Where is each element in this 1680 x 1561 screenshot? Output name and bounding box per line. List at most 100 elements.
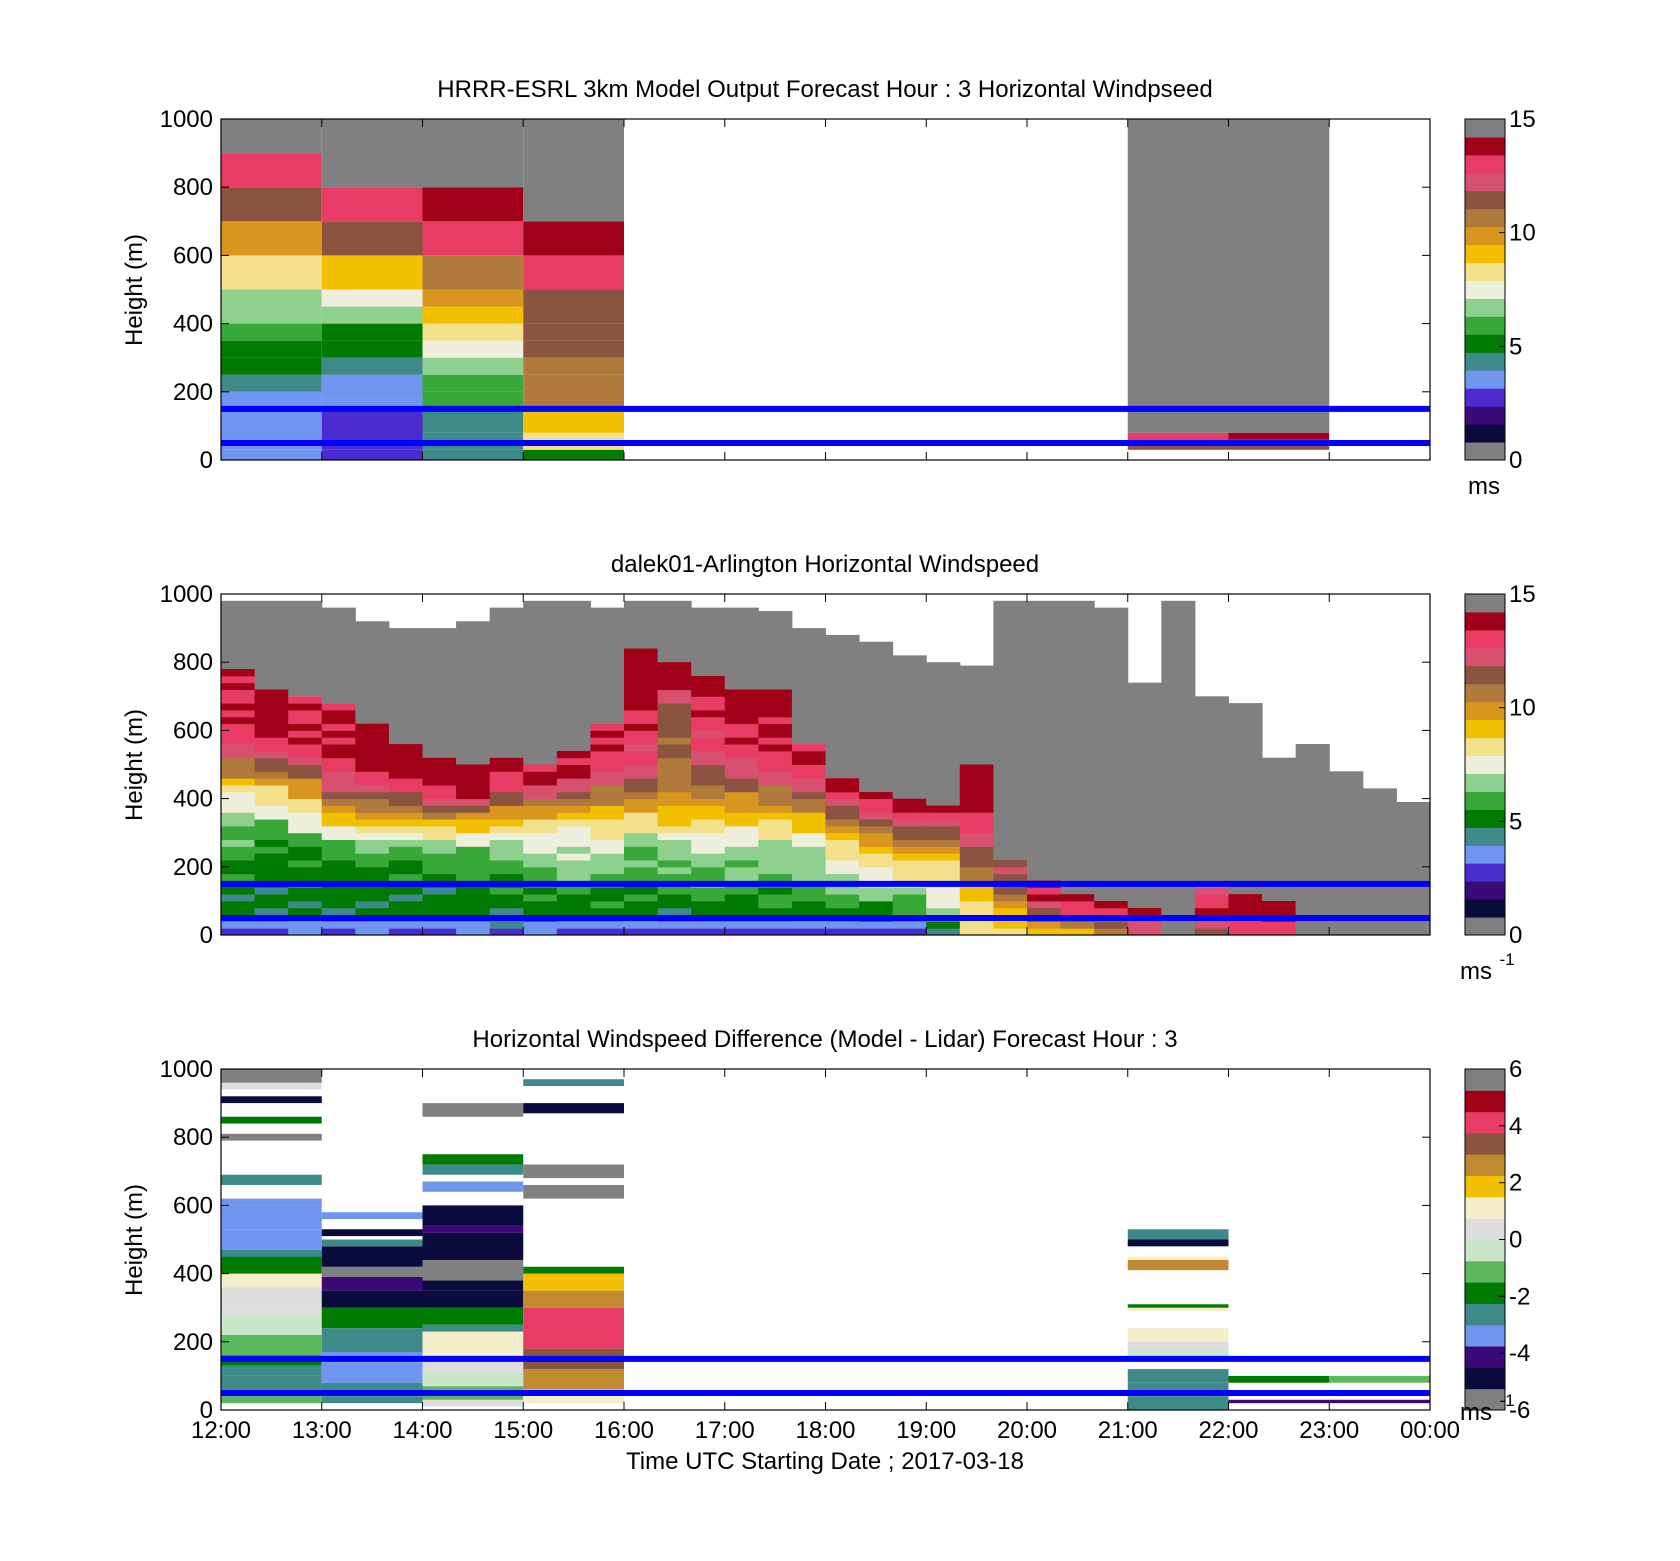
- heatmap-cell: [624, 737, 659, 745]
- heatmap-cell: [691, 730, 726, 738]
- y-tick-label: 800: [173, 649, 213, 676]
- heatmap-cell: [221, 894, 256, 902]
- heatmap-cell: [758, 873, 793, 881]
- heatmap-cell: [355, 907, 390, 916]
- heatmap-cell: [657, 662, 692, 670]
- heatmap-cell: [691, 819, 726, 827]
- heatmap-cell: [926, 839, 961, 847]
- heatmap-cell: [926, 812, 961, 820]
- missing-data-cell: [321, 607, 356, 704]
- heatmap-cell: [254, 832, 289, 841]
- heatmap-cell: [388, 825, 423, 834]
- heatmap-cell: [254, 907, 289, 916]
- heatmap-cell: [657, 921, 692, 929]
- heatmap-cell: [724, 907, 759, 916]
- colorbar-swatch: [1465, 791, 1505, 810]
- heatmap-cell: [859, 859, 894, 868]
- heatmap-cell: [288, 696, 323, 704]
- heatmap-cell: [489, 805, 524, 813]
- heatmap-cell: [624, 846, 659, 854]
- heatmap-cell: [758, 846, 793, 854]
- colorbar-swatch: [1465, 1346, 1505, 1368]
- heatmap-cell: [624, 859, 659, 868]
- heatmap-cell: [758, 778, 793, 786]
- heatmap-cell: [321, 1307, 423, 1329]
- heatmap-cell: [288, 757, 323, 765]
- colorbar-swatch: [1465, 244, 1505, 264]
- heatmap-cell: [724, 900, 759, 909]
- heatmap-cell: [758, 716, 793, 725]
- heatmap-cell: [422, 1205, 524, 1226]
- heatmap-cell: [825, 873, 860, 881]
- heatmap-cell: [523, 764, 558, 772]
- heatmap-cell: [724, 784, 759, 793]
- heatmap-cell: [456, 805, 491, 813]
- heatmap-cell: [523, 812, 558, 820]
- heatmap-cell: [590, 846, 625, 854]
- heatmap-cell: [825, 819, 860, 827]
- heatmap-cell: [624, 703, 659, 711]
- heatmap-cell: [657, 771, 692, 779]
- heatmap-cell: [523, 798, 558, 806]
- heatmap-cell: [221, 900, 256, 909]
- heatmap-cell: [590, 928, 625, 935]
- heatmap-cell: [321, 709, 356, 718]
- missing-data-cell: [791, 628, 826, 745]
- heatmap-cell: [489, 907, 524, 916]
- panel-2-colorbar-unit-exponent: -1: [1499, 950, 1514, 969]
- heatmap-cell: [221, 853, 256, 861]
- heatmap-cell: [422, 894, 457, 902]
- panel-lidar: dalek01-Arlington Horizontal Windspeed 0…: [121, 551, 1536, 985]
- heatmap-cell: [825, 805, 860, 813]
- colorbar-swatch: [1465, 406, 1505, 425]
- heatmap-cell: [489, 819, 524, 827]
- heatmap-cell: [624, 894, 659, 902]
- heatmap-cell: [791, 839, 826, 847]
- y-tick-label: 600: [173, 242, 213, 269]
- heatmap-cell: [221, 391, 322, 409]
- panel-3-title: Horizontal Windspeed Difference (Model -…: [472, 1026, 1177, 1053]
- heatmap-cell: [221, 153, 322, 188]
- heatmap-cell: [825, 778, 860, 786]
- heatmap-cell: [388, 928, 423, 935]
- heatmap-cell: [523, 1290, 624, 1308]
- missing-data-cell: [1362, 866, 1397, 935]
- heatmap-cell: [556, 757, 591, 765]
- heatmap-cell: [321, 853, 356, 861]
- heatmap-cell: [456, 839, 491, 847]
- heatmap-cell: [926, 805, 961, 813]
- y-tick-label: 1000: [160, 106, 213, 133]
- heatmap-cell: [321, 907, 356, 916]
- heatmap-cell: [791, 900, 826, 909]
- heatmap-cell: [221, 682, 256, 690]
- colorbar-swatch: [1465, 1218, 1505, 1240]
- colorbar-swatch: [1465, 701, 1505, 721]
- heatmap-cell: [724, 703, 759, 711]
- heatmap-cell: [859, 907, 894, 916]
- heatmap-cell: [724, 894, 759, 902]
- heatmap-cell: [624, 928, 659, 935]
- heatmap-cell: [926, 819, 961, 827]
- heatmap-cell: [590, 750, 625, 759]
- heatmap-cell: [758, 764, 793, 772]
- heatmap-cell: [892, 839, 927, 847]
- y-tick-label: 200: [173, 379, 213, 406]
- missing-data-cell: [657, 600, 692, 666]
- heatmap-cell: [523, 784, 558, 793]
- heatmap-cell: [959, 778, 994, 786]
- heatmap-cell: [221, 798, 256, 806]
- colorbar-swatch: [1465, 1303, 1505, 1326]
- heatmap-cell: [825, 859, 860, 868]
- heatmap-cell: [1228, 432, 1330, 440]
- heatmap-cell: [221, 374, 322, 392]
- heatmap-cell: [254, 757, 289, 765]
- heatmap-cell: [724, 859, 759, 868]
- heatmap-cell: [758, 832, 793, 841]
- heatmap-cell: [254, 853, 289, 861]
- heatmap-cell: [456, 894, 491, 902]
- heatmap-cell: [422, 187, 524, 222]
- heatmap-cell: [321, 778, 356, 786]
- heatmap-cell: [758, 812, 793, 820]
- heatmap-cell: [691, 798, 726, 806]
- heatmap-cell: [422, 323, 524, 341]
